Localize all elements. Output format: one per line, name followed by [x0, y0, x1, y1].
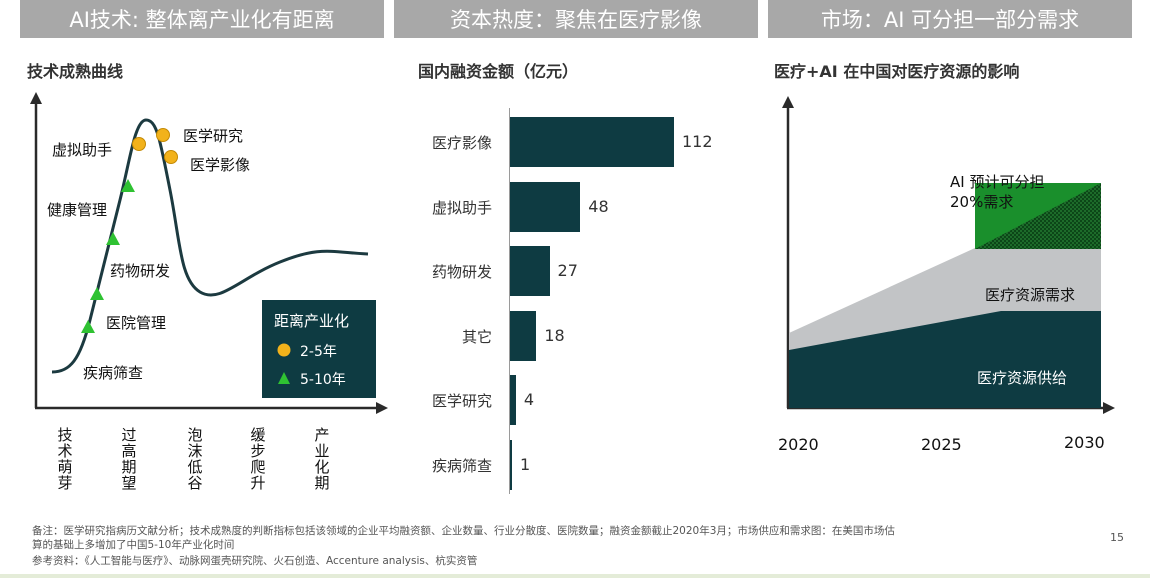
- market-x-arrow: [1103, 402, 1115, 414]
- page-number: 15: [1110, 531, 1124, 544]
- funding-category-label: 医学研究: [431, 392, 492, 410]
- marker-medical-imaging: [164, 150, 178, 164]
- legend-item-2-5: 2-5年: [300, 344, 337, 360]
- funding-value-label: 112: [682, 132, 713, 151]
- funding-category-label: 医疗影像: [431, 134, 492, 152]
- area-supply: [789, 311, 1101, 408]
- label-virtual-assistant: 虚拟助手: [52, 141, 113, 159]
- legend-triangle-icon: [278, 372, 290, 384]
- label-health-mgmt: 健康管理: [47, 201, 108, 219]
- phase-1: 技术萌芽: [57, 426, 73, 492]
- legend-item-5-10: 5-10年: [300, 372, 346, 388]
- panel1-header: AI技术: 整体离产业化有距离: [20, 0, 384, 38]
- funding-category-label: 疾病筛查: [431, 456, 492, 475]
- marker-medical-research: [156, 128, 170, 142]
- phase-3: 泡沫低谷: [187, 426, 203, 492]
- label-drug-dev: 药物研发: [110, 262, 171, 280]
- market-y-arrow: [782, 96, 794, 108]
- funding-value-label: 4: [523, 390, 535, 409]
- phase-2: 过高期望: [121, 426, 137, 492]
- marker-drug-dev: [106, 232, 120, 245]
- hype-subtitle: 技术成熟曲线: [27, 62, 124, 81]
- bottom-rule: [0, 574, 1150, 578]
- phase-5: 产业化期: [314, 426, 330, 492]
- funding-category-label: 其它: [461, 327, 492, 346]
- label-supply: 医疗资源供给: [977, 369, 1068, 387]
- funding-subtitle: 国内融资金额（亿元）: [418, 62, 579, 81]
- footer-refs: 参考资料：《人工智能与医疗》、动脉网蛋壳研究院、火石创造、Accenture a…: [32, 555, 478, 567]
- funding-chart: [0, 0, 1, 1]
- funding-bar: [510, 439, 512, 490]
- marker-disease-screening: [81, 320, 95, 333]
- funding-axis: [509, 108, 510, 494]
- funding-value-label: 1: [520, 454, 531, 474]
- hype-y-arrow: [30, 92, 42, 104]
- funding-value-label: 18: [544, 325, 565, 345]
- hype-legend: 距离产业化 2-5年 5-10年: [262, 300, 376, 398]
- marker-virtual-assistant: [132, 137, 146, 151]
- legend-circle-icon: [277, 343, 291, 357]
- area-ai-share-hatch: [975, 183, 1101, 249]
- footer-note-1: 备注：医学研究指病历文献分析；技术成熟度的判断指标包括该领域的企业平均融资额、企…: [32, 525, 895, 537]
- legend-title: 距离产业化: [274, 312, 350, 330]
- funding-bar: [510, 181, 581, 232]
- funding-bar: [510, 246, 550, 296]
- label-demand: 医疗资源需求: [985, 286, 1076, 304]
- footer-note-2: 算的基础上多增加了中国5-10年产业化时间: [32, 539, 235, 551]
- funding-value-label: 27: [557, 261, 578, 280]
- year-2025: 2025: [921, 435, 962, 454]
- panel2-header: 资本热度：聚焦在医疗影像: [394, 0, 758, 38]
- market-chart: [782, 96, 1115, 414]
- year-2020: 2020: [778, 435, 819, 454]
- year-2030: 2030: [1064, 433, 1105, 452]
- funding-bar: [510, 310, 537, 361]
- label-ai-share: AI 预计可分担 20%需求: [950, 173, 1045, 211]
- marker-hospital-mgmt: [90, 287, 104, 300]
- funding-value-label: 48: [588, 196, 609, 216]
- funding-category-label: 虚拟助手: [431, 198, 492, 217]
- funding-bar: [510, 375, 516, 425]
- panel3-header: 市场：AI 可分担一部分需求: [768, 0, 1132, 38]
- hype-chart: [30, 92, 388, 414]
- marker-health-mgmt: [121, 179, 135, 192]
- funding-bar: [510, 117, 674, 167]
- market-subtitle: 医疗+AI 在中国对医疗资源的影响: [774, 62, 1020, 81]
- label-medical-research: 医学研究: [183, 127, 244, 145]
- label-hospital-mgmt: 医院管理: [106, 314, 167, 332]
- phase-4: 缓步爬升: [250, 426, 266, 492]
- label-disease-screening: 疾病筛查: [83, 364, 144, 382]
- hype-x-arrow: [376, 402, 388, 414]
- funding-category-label: 药物研发: [431, 263, 492, 281]
- label-medical-imaging: 医学影像: [190, 156, 251, 174]
